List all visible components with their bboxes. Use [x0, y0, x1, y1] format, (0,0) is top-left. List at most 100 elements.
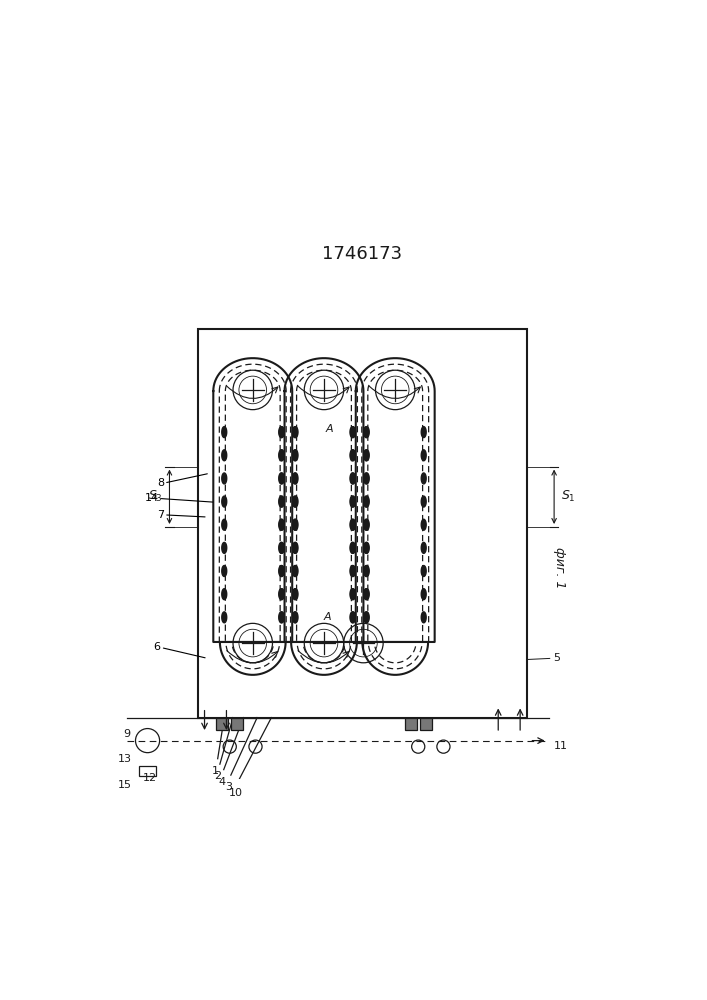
Polygon shape: [293, 519, 298, 530]
Polygon shape: [293, 566, 298, 577]
Text: 15: 15: [117, 780, 132, 790]
Polygon shape: [279, 473, 284, 484]
Polygon shape: [279, 612, 284, 623]
Polygon shape: [293, 612, 298, 623]
Polygon shape: [363, 589, 368, 600]
Polygon shape: [279, 566, 284, 577]
Polygon shape: [293, 427, 298, 438]
Bar: [198, 329, 527, 718]
Polygon shape: [363, 542, 368, 553]
Polygon shape: [363, 496, 368, 507]
Bar: [404, 718, 416, 730]
Polygon shape: [222, 496, 227, 507]
Text: 6: 6: [153, 642, 160, 652]
Polygon shape: [293, 427, 298, 438]
Polygon shape: [421, 450, 426, 461]
Polygon shape: [222, 612, 227, 623]
Text: 12: 12: [144, 773, 158, 783]
Polygon shape: [222, 542, 227, 553]
Polygon shape: [293, 542, 298, 553]
Polygon shape: [279, 519, 284, 530]
Text: 13: 13: [117, 754, 132, 764]
Polygon shape: [351, 450, 356, 461]
Polygon shape: [222, 473, 227, 484]
Polygon shape: [293, 566, 298, 577]
Text: $S_3$: $S_3$: [148, 489, 163, 504]
Polygon shape: [363, 450, 368, 461]
Polygon shape: [293, 450, 298, 461]
Polygon shape: [363, 473, 368, 484]
Polygon shape: [364, 519, 369, 530]
Polygon shape: [351, 473, 356, 484]
Polygon shape: [421, 427, 426, 438]
Polygon shape: [421, 519, 426, 530]
Polygon shape: [279, 427, 284, 438]
Polygon shape: [363, 519, 368, 530]
Polygon shape: [222, 450, 227, 461]
Polygon shape: [351, 542, 356, 553]
Polygon shape: [222, 589, 227, 600]
Polygon shape: [222, 566, 227, 577]
Polygon shape: [293, 542, 298, 553]
Polygon shape: [421, 566, 426, 577]
Polygon shape: [421, 589, 426, 600]
Polygon shape: [421, 612, 426, 623]
Polygon shape: [222, 519, 227, 530]
Polygon shape: [293, 496, 298, 507]
Text: $S_1$: $S_1$: [561, 489, 575, 504]
Text: 3: 3: [225, 782, 232, 792]
Polygon shape: [364, 473, 369, 484]
Polygon shape: [351, 496, 356, 507]
Polygon shape: [364, 542, 369, 553]
Polygon shape: [350, 473, 355, 484]
Polygon shape: [350, 566, 355, 577]
Polygon shape: [363, 612, 368, 623]
Bar: [420, 718, 432, 730]
Polygon shape: [350, 542, 355, 553]
Polygon shape: [350, 589, 355, 600]
Polygon shape: [364, 612, 369, 623]
Polygon shape: [364, 566, 369, 577]
Polygon shape: [279, 450, 284, 461]
Polygon shape: [364, 589, 369, 600]
Polygon shape: [421, 473, 426, 484]
Polygon shape: [293, 496, 298, 507]
Polygon shape: [293, 589, 298, 600]
Polygon shape: [279, 612, 284, 623]
Polygon shape: [279, 589, 284, 600]
Polygon shape: [364, 450, 369, 461]
Polygon shape: [279, 542, 284, 553]
Polygon shape: [279, 589, 284, 600]
Bar: [139, 766, 156, 776]
Polygon shape: [279, 473, 284, 484]
Polygon shape: [421, 542, 426, 553]
Text: фиг. 1: фиг. 1: [553, 547, 566, 589]
Polygon shape: [222, 427, 227, 438]
Polygon shape: [279, 427, 284, 438]
Text: 1746173: 1746173: [322, 245, 402, 263]
Bar: [231, 718, 243, 730]
Polygon shape: [364, 427, 369, 438]
Polygon shape: [279, 566, 284, 577]
Polygon shape: [350, 450, 355, 461]
Polygon shape: [293, 473, 298, 484]
Polygon shape: [350, 519, 355, 530]
Polygon shape: [279, 496, 284, 507]
Polygon shape: [363, 427, 368, 438]
Text: 14: 14: [144, 493, 158, 503]
Polygon shape: [293, 450, 298, 461]
Polygon shape: [351, 427, 356, 438]
Polygon shape: [279, 496, 284, 507]
Polygon shape: [363, 566, 368, 577]
Text: A: A: [326, 424, 333, 434]
Polygon shape: [293, 519, 298, 530]
Text: 10: 10: [229, 788, 243, 798]
Polygon shape: [351, 612, 356, 623]
Polygon shape: [293, 473, 298, 484]
Polygon shape: [351, 566, 356, 577]
Text: 7: 7: [157, 510, 164, 520]
Polygon shape: [293, 589, 298, 600]
Text: A: A: [324, 612, 331, 622]
Text: 5: 5: [553, 653, 560, 663]
Polygon shape: [351, 519, 356, 530]
